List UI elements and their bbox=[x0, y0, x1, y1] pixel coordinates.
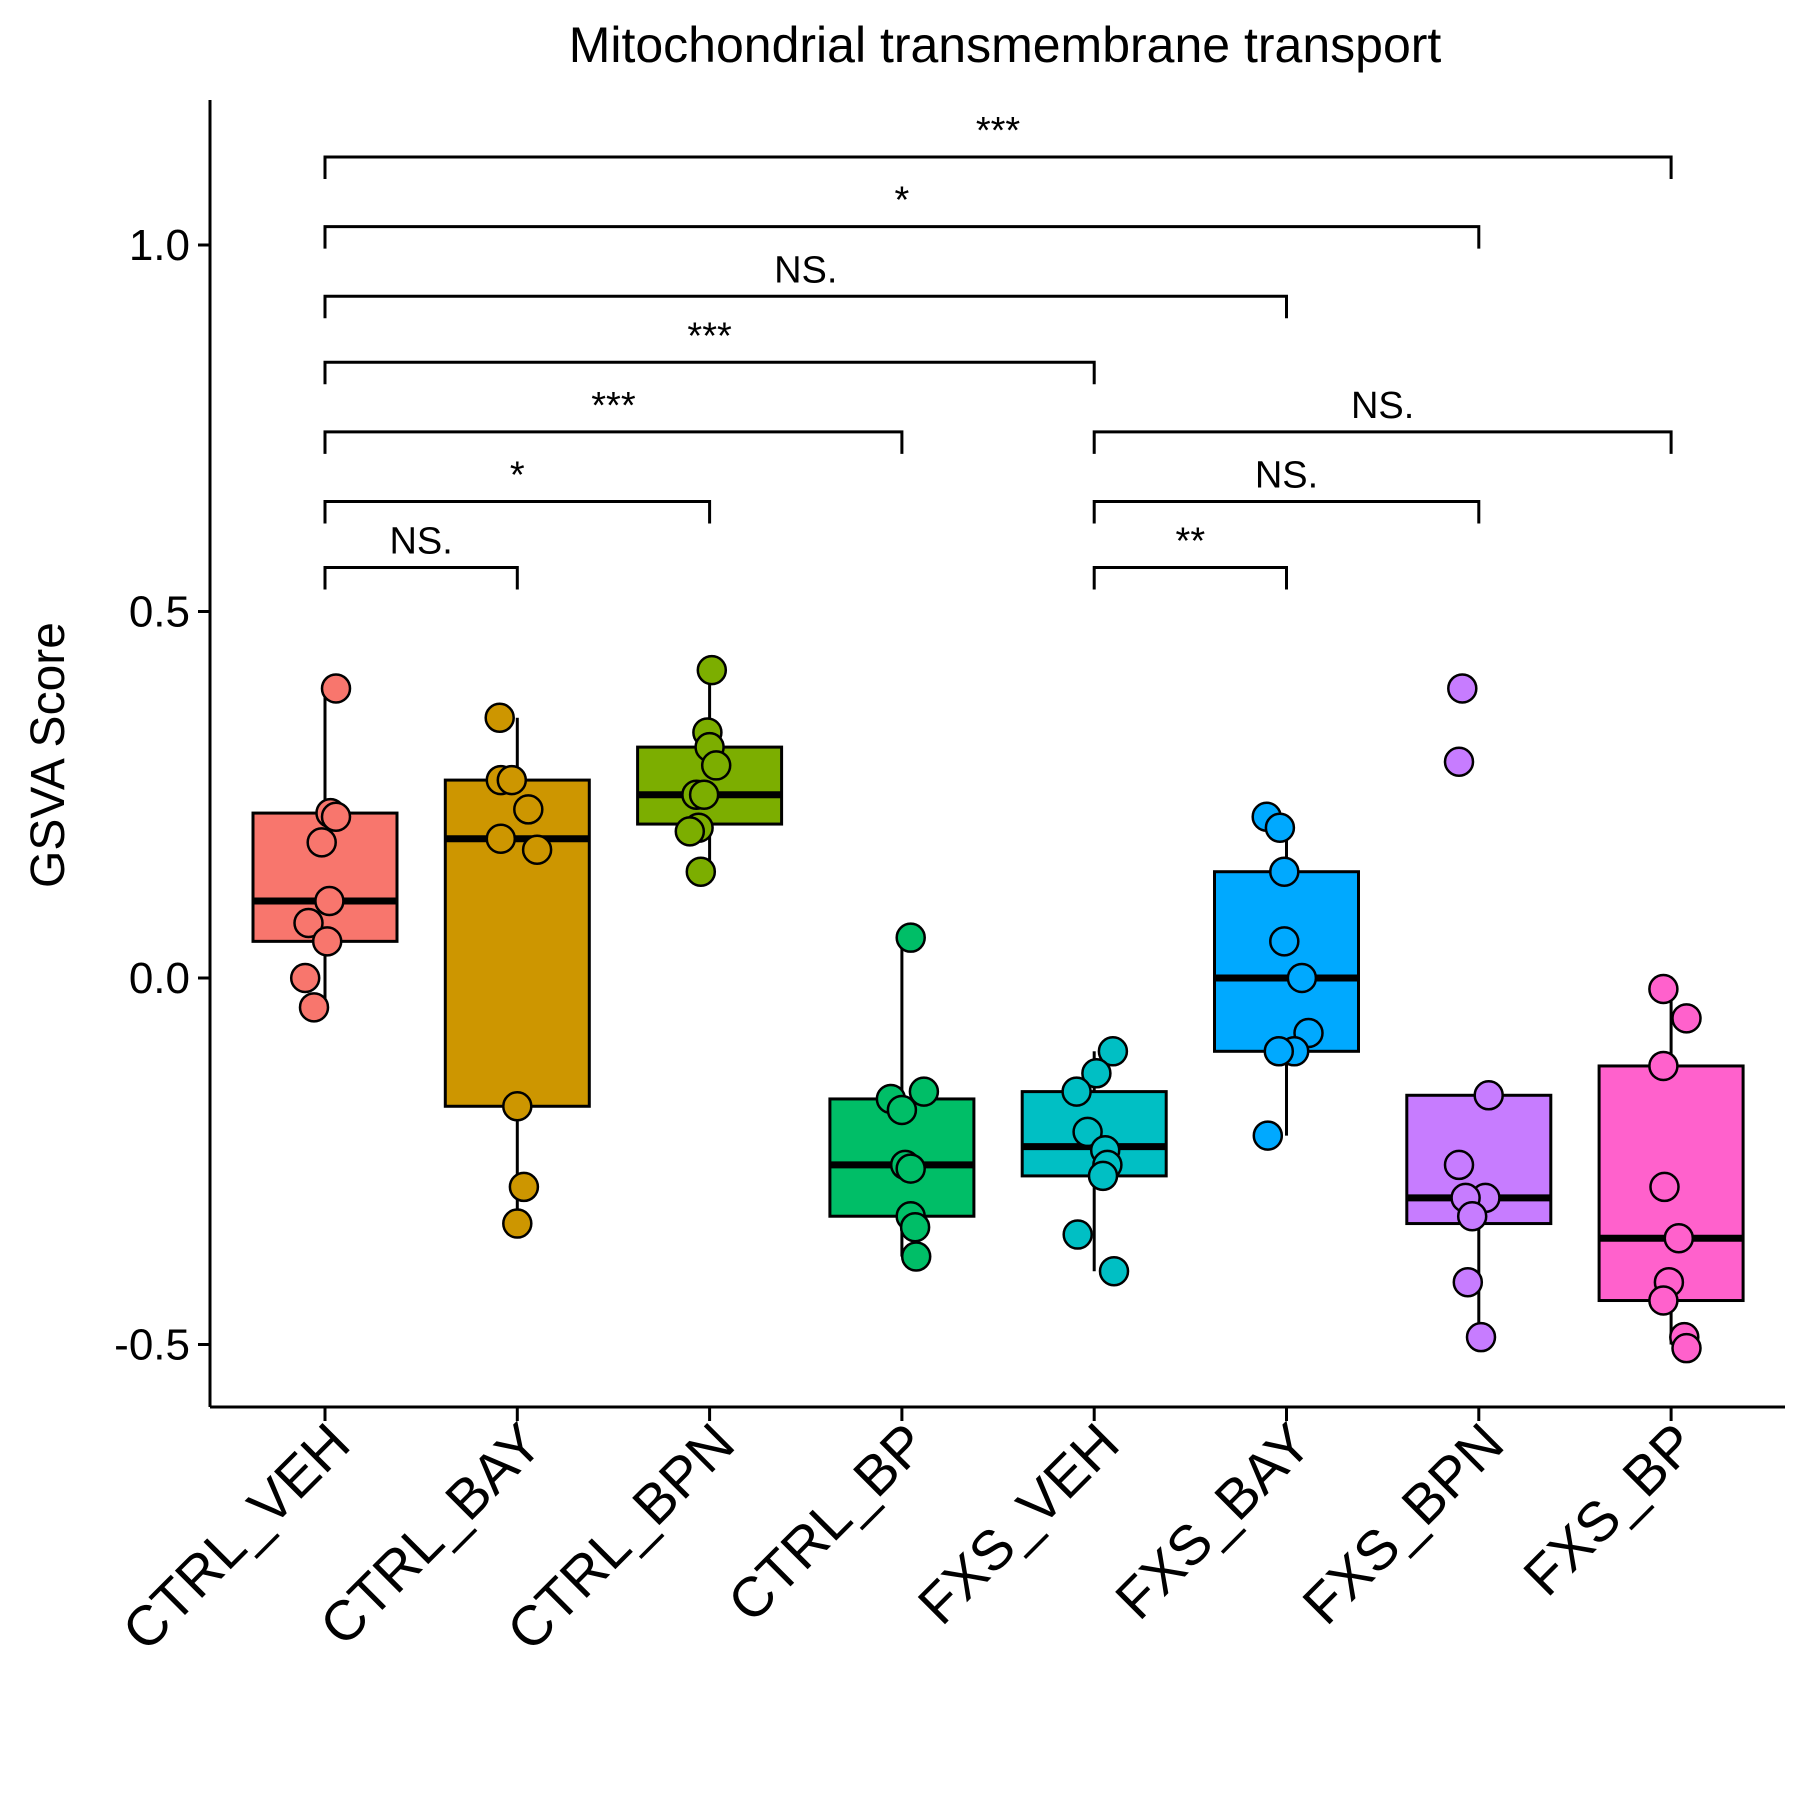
significance-bracket bbox=[1092, 430, 1673, 454]
significance-brackets: NS.*******NS.******NS.NS. bbox=[323, 110, 1673, 590]
data-point bbox=[1473, 1080, 1504, 1111]
x-tick-label: FXS_BPN bbox=[1290, 1411, 1515, 1636]
significance-bracket bbox=[323, 500, 712, 524]
x-tick-label: FXS_BP bbox=[1511, 1411, 1707, 1607]
data-point bbox=[1252, 1120, 1284, 1151]
data-point bbox=[685, 856, 717, 887]
data-point bbox=[306, 827, 337, 858]
data-point bbox=[289, 962, 321, 994]
significance-label: NS. bbox=[389, 521, 452, 563]
y-tick-label: 1.0 bbox=[129, 221, 190, 270]
data-point bbox=[1465, 1321, 1497, 1353]
data-point bbox=[320, 801, 352, 832]
data-point bbox=[1087, 1160, 1119, 1192]
data-point bbox=[1456, 1200, 1488, 1232]
data-point bbox=[1671, 1332, 1702, 1364]
data-point bbox=[895, 1153, 926, 1184]
significance-bracket bbox=[323, 360, 1096, 385]
data-point bbox=[1269, 856, 1300, 887]
data-point bbox=[1062, 1219, 1093, 1250]
data-point bbox=[1648, 973, 1679, 1005]
data-point bbox=[484, 702, 515, 734]
data-point bbox=[485, 823, 517, 854]
box-fxs_bay bbox=[1213, 870, 1360, 1053]
data-point bbox=[1061, 1076, 1092, 1107]
significance-bracket bbox=[1092, 566, 1288, 590]
significance-label: * bbox=[895, 180, 910, 222]
x-tick-label: FXS_VEH bbox=[906, 1411, 1131, 1636]
x-tick-label: CTRL_BP bbox=[716, 1411, 939, 1634]
data-point bbox=[700, 750, 732, 781]
data-point bbox=[1648, 1285, 1679, 1316]
x-tick-label: FXS_BAY bbox=[1103, 1411, 1323, 1631]
significance-bracket bbox=[323, 155, 1673, 180]
significance-bracket bbox=[323, 225, 1481, 249]
data-point bbox=[1097, 1036, 1129, 1067]
significance-label: * bbox=[510, 455, 525, 497]
box-ctrl_bay bbox=[443, 778, 591, 1108]
significance-bracket bbox=[323, 430, 904, 454]
data-point bbox=[298, 992, 330, 1023]
data-point bbox=[908, 1076, 940, 1107]
y-tick-label: 0.5 bbox=[129, 588, 190, 637]
data-point bbox=[674, 816, 706, 847]
data-point bbox=[1443, 746, 1475, 778]
data-point bbox=[886, 1094, 918, 1126]
data-point bbox=[1286, 962, 1318, 994]
data-point bbox=[1443, 1149, 1475, 1181]
y-axis-label: GSVA Score bbox=[22, 622, 75, 888]
significance-label: *** bbox=[591, 385, 636, 427]
y-tick-label: -0.5 bbox=[114, 1321, 190, 1370]
data-point bbox=[1264, 812, 1296, 843]
data-point bbox=[1269, 926, 1300, 957]
data-point bbox=[1447, 673, 1478, 704]
data-point bbox=[688, 779, 720, 810]
data-point bbox=[1081, 1058, 1112, 1089]
data-point bbox=[696, 654, 728, 686]
significance-bracket bbox=[323, 566, 519, 590]
data-point bbox=[1452, 1266, 1484, 1298]
boxplots bbox=[251, 670, 1745, 1345]
data-point bbox=[293, 907, 324, 939]
data-points bbox=[289, 654, 1702, 1364]
data-point bbox=[502, 1208, 533, 1239]
data-point bbox=[1649, 1171, 1680, 1203]
significance-label: *** bbox=[976, 110, 1021, 152]
data-point bbox=[496, 764, 528, 796]
data-point bbox=[508, 1171, 540, 1203]
data-point bbox=[521, 834, 553, 865]
data-point bbox=[311, 926, 343, 957]
data-point bbox=[900, 1241, 932, 1272]
data-point bbox=[1648, 1050, 1679, 1082]
data-point bbox=[1663, 1222, 1695, 1254]
significance-bracket bbox=[323, 294, 1288, 319]
data-point bbox=[502, 1091, 533, 1122]
data-point bbox=[1671, 1003, 1702, 1034]
significance-bracket bbox=[1092, 500, 1481, 524]
data-point bbox=[1072, 1116, 1103, 1148]
significance-label: ** bbox=[1176, 521, 1206, 563]
data-point bbox=[895, 922, 926, 953]
data-point bbox=[320, 673, 352, 704]
significance-label: NS. bbox=[1255, 455, 1318, 497]
data-point bbox=[513, 794, 544, 825]
data-point bbox=[314, 885, 345, 917]
significance-label: *** bbox=[687, 315, 732, 357]
data-point bbox=[899, 1211, 931, 1243]
data-point bbox=[1098, 1255, 1130, 1287]
y-tick-label: 0.0 bbox=[129, 954, 190, 1003]
chart-title: Mitochondrial transmembrane transport bbox=[569, 17, 1442, 73]
significance-label: NS. bbox=[1351, 385, 1414, 427]
significance-label: NS. bbox=[774, 249, 837, 291]
data-point bbox=[1263, 1036, 1295, 1067]
